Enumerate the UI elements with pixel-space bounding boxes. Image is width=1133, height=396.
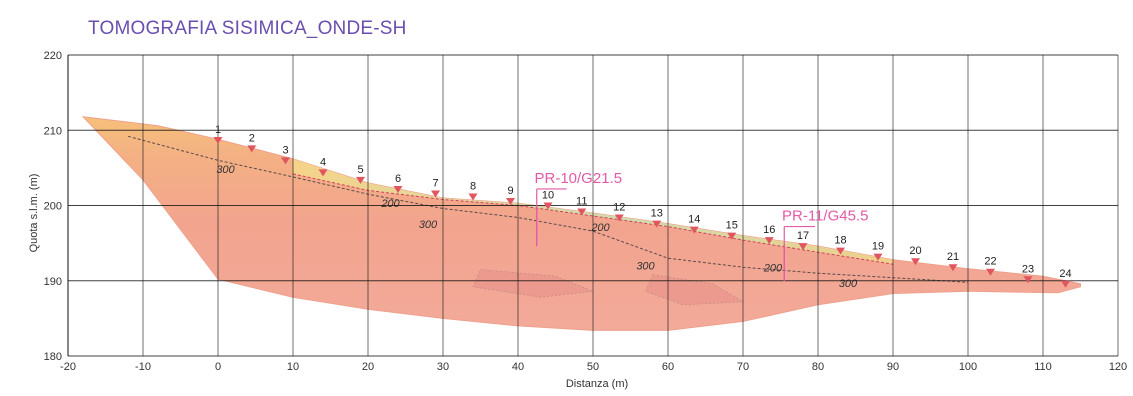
y-tick-label: 200 — [44, 201, 62, 213]
geophone-label: 19 — [872, 241, 884, 253]
geophone-marker — [213, 137, 223, 145]
contour-label: 200 — [763, 263, 783, 275]
x-tick-label: 70 — [737, 361, 749, 373]
x-tick-label: -20 — [60, 361, 76, 373]
geophone-marker — [873, 253, 883, 261]
geophone-marker — [1023, 276, 1033, 284]
geophone-label: 21 — [947, 251, 959, 263]
geophone-marker — [1061, 280, 1070, 288]
x-tick-label: 30 — [437, 361, 449, 373]
x-tick-label: 10 — [287, 361, 299, 373]
y-tick-label: 210 — [44, 125, 62, 137]
x-tick-label: 120 — [1109, 361, 1127, 373]
geophone-label: 3 — [282, 144, 288, 156]
x-axis-label: Distanza (m) — [566, 378, 628, 390]
x-tick-label: -10 — [135, 361, 151, 373]
geophone-label: 13 — [651, 208, 663, 220]
geophone-label: 14 — [688, 214, 700, 226]
x-tick-label: 90 — [887, 361, 899, 373]
geophone-marker — [577, 208, 587, 216]
contour-label: 300 — [419, 219, 438, 231]
y-axis-label: Quota s.l.m. (m) — [28, 174, 40, 253]
borehole-label: PR-11/G45.5 — [782, 208, 868, 225]
geophone-marker — [911, 258, 920, 266]
contour-label: 200 — [380, 198, 400, 210]
x-tick-label: 110 — [1034, 361, 1052, 373]
contour-label: 300 — [636, 261, 655, 273]
geophone-marker — [468, 193, 478, 201]
boreholes: PR-10/G21.5 PR-11/G45.5 — [535, 170, 868, 282]
geophone-marker — [986, 268, 995, 276]
geophone-label: 7 — [432, 177, 438, 189]
geophone-label: 16 — [763, 224, 775, 236]
geophone-label: 20 — [909, 245, 921, 257]
geophone-marker — [356, 176, 365, 184]
geophone-marker — [506, 197, 515, 205]
geophone-label: 22 — [984, 256, 996, 268]
geophone-marker — [614, 214, 624, 222]
high-velocity-zone — [472, 269, 594, 298]
x-tick-label: 0 — [215, 361, 221, 373]
contour-300 — [127, 135, 969, 283]
x-tick-label: 20 — [362, 361, 374, 373]
geophone-marker — [689, 226, 699, 234]
y-tick-label: 190 — [44, 276, 62, 288]
geophone-label: 23 — [1022, 263, 1034, 275]
geophone-marker — [948, 264, 958, 272]
geophone-marker — [727, 232, 737, 240]
x-tick-label: 80 — [812, 361, 824, 373]
velocity-section-body — [81, 116, 1081, 331]
x-tick-label: 50 — [587, 361, 599, 373]
geophone-marker — [836, 247, 845, 255]
chart-title: TOMOGRAFIA SISIMICA_ONDE-SH — [88, 18, 407, 39]
geophone-label: 6 — [395, 173, 401, 185]
geophone-label: 12 — [613, 202, 625, 214]
geophone-label: 9 — [507, 185, 513, 197]
contour-label: 200 — [590, 222, 610, 234]
geophone-marker — [798, 243, 808, 251]
geophone-label: 1 — [215, 124, 221, 136]
contour-label: 300 — [839, 278, 858, 290]
geophone-marker — [247, 145, 257, 153]
geophone-marker — [393, 185, 403, 193]
geophone-marker — [764, 237, 774, 245]
geophone-label: 24 — [1059, 268, 1071, 280]
geophone-label: 15 — [726, 220, 738, 232]
y-tick-label: 220 — [44, 50, 62, 62]
velocity-field — [81, 116, 1081, 331]
grid — [67, 54, 1119, 357]
x-tick-label: 100 — [959, 361, 977, 373]
x-tick-label: 60 — [662, 361, 674, 373]
geophone-label: 17 — [797, 230, 809, 242]
geophone-marker — [281, 157, 290, 165]
geophone-marker — [318, 169, 328, 177]
borehole-label: PR-10/G21.5 — [535, 170, 623, 187]
x-tick-label: 40 — [512, 361, 524, 373]
geophone-marker — [431, 190, 440, 198]
geophone-label: 2 — [249, 132, 255, 144]
contour-label: 300 — [216, 164, 235, 176]
geophone-label: 4 — [320, 156, 326, 168]
geophone-label: 18 — [834, 235, 846, 247]
high-velocity-zone — [645, 274, 745, 306]
y-tick-label: 180 — [44, 351, 62, 363]
geophone-label: 11 — [576, 196, 587, 208]
geophone-label: 8 — [470, 180, 476, 192]
contour-200 — [292, 173, 894, 265]
geophone-marker — [543, 202, 553, 210]
geophone-label: 10 — [542, 190, 554, 202]
geophone-label: 5 — [357, 164, 363, 176]
geophone-marker — [652, 220, 662, 228]
axis-ticks: -20 -10 0 10 20 30 40 50 60 70 80 90 100 110 120180190… — [44, 50, 1128, 373]
